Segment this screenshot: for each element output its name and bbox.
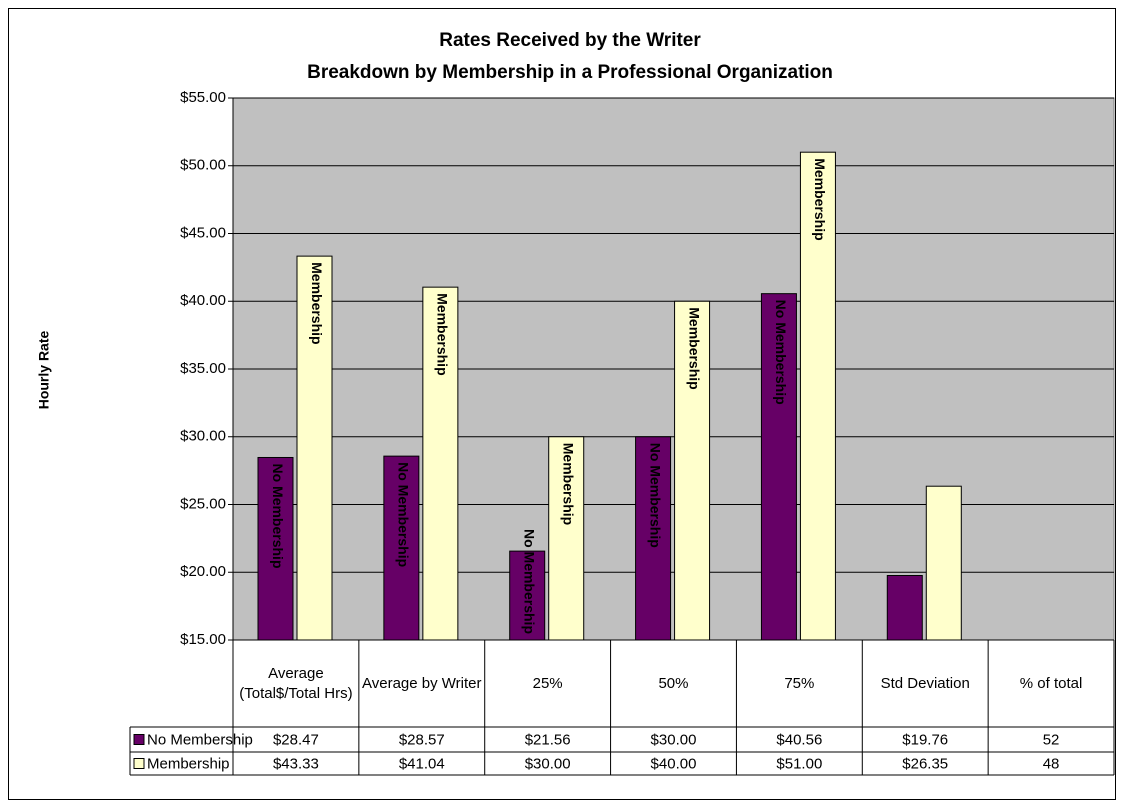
x-category-cell: % of total (1019, 674, 1083, 692)
legend-key (133, 734, 145, 745)
table-value: $30.00 (525, 755, 571, 772)
bar-label: No Membership (773, 300, 789, 405)
y-tick-label: $15.00 (180, 631, 226, 648)
y-tick-label: $35.00 (180, 360, 226, 377)
table-value: $19.76 (902, 731, 948, 748)
chart-subtitle: Breakdown by Membership in a Professiona… (307, 62, 833, 83)
x-tick-label: Std Deviation (880, 674, 970, 692)
x-category-cell: Std Deviation (880, 674, 970, 692)
x-tick-label: Average (Total$/Total Hrs) (239, 665, 353, 702)
x-category-cell: 50% (658, 674, 689, 692)
table-value: 48 (1043, 755, 1060, 772)
legend-label: Membership (147, 755, 230, 772)
table-value: $51.00 (776, 755, 822, 772)
bar (548, 436, 585, 641)
table-value: $40.00 (651, 755, 697, 772)
bar-label: Membership (309, 262, 325, 344)
bar (383, 455, 420, 641)
bar-label: No Membership (270, 463, 286, 568)
table-value: $26.35 (902, 755, 948, 772)
bar (296, 255, 333, 641)
y-tick-label: $25.00 (180, 495, 226, 512)
y-axis-title: Hourly Rate (36, 331, 52, 410)
table-value: $40.56 (776, 731, 822, 748)
table-value: $30.00 (651, 731, 697, 748)
bar-label: Membership (561, 443, 577, 525)
bar-label: No Membership (396, 462, 412, 567)
legend-key (133, 758, 145, 769)
x-tick-label: 25% (532, 674, 563, 692)
x-tick-label: % of total (1019, 674, 1083, 692)
y-tick-label: $30.00 (180, 428, 226, 445)
y-tick-label: $20.00 (180, 563, 226, 580)
bar (925, 485, 962, 641)
bar (674, 300, 711, 641)
bar-label: Membership (812, 158, 828, 240)
table-value: 52 (1043, 731, 1060, 748)
bar (257, 456, 294, 641)
bar-label: Membership (435, 293, 451, 375)
bar-label: No Membership (647, 443, 663, 548)
chart-title: Rates Received by the Writer (439, 30, 701, 51)
bar (509, 550, 546, 641)
bar (760, 293, 797, 641)
y-tick-label: $55.00 (180, 89, 226, 106)
bar (422, 286, 459, 641)
bar (635, 436, 672, 641)
bar-label: No Membership (522, 529, 538, 634)
table-value: $43.33 (273, 755, 319, 772)
y-tick-label: $45.00 (180, 224, 226, 241)
table-value: $28.57 (399, 731, 445, 748)
legend-label: No Membership (147, 731, 253, 748)
y-tick-label: $50.00 (180, 157, 226, 174)
x-tick-label: 50% (658, 674, 689, 692)
x-tick-label: 75% (784, 674, 815, 692)
x-category-cell: Average by Writer (362, 674, 482, 692)
bar (886, 575, 923, 641)
y-tick-label: $40.00 (180, 292, 226, 309)
bar-label: Membership (686, 307, 702, 389)
bar (799, 151, 836, 641)
x-tick-label: Average by Writer (362, 674, 482, 692)
x-category-cell: 25% (532, 674, 563, 692)
x-category-cell: 75% (784, 674, 815, 692)
table-value: $41.04 (399, 755, 445, 772)
table-value: $21.56 (525, 731, 571, 748)
table-value: $28.47 (273, 731, 319, 748)
x-category-cell: Average (Total$/Total Hrs) (239, 665, 353, 702)
